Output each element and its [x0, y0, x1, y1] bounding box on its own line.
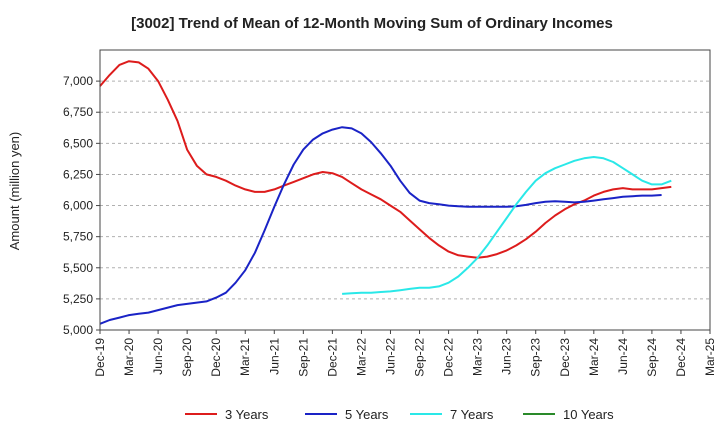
legend-item-7-years: 7 Years — [410, 407, 494, 422]
plot-frame — [99, 49, 711, 331]
y-axis-label: Amount (million yen) — [7, 132, 22, 251]
x-tick-label: Dec-20 — [209, 338, 223, 377]
legend-item-10-years: 10 Years — [523, 407, 614, 422]
x-tick-label: Mar-22 — [354, 338, 368, 376]
x-tick-label: Sep-24 — [645, 338, 659, 377]
x-tick-label: Mar-21 — [238, 338, 252, 376]
y-tick-label: 5,250 — [63, 292, 93, 306]
legend-label: 3 Years — [225, 407, 269, 422]
y-tick-label: 5,500 — [63, 261, 93, 275]
legend-item-5-years: 5 Years — [305, 407, 389, 422]
x-tick-label: Sep-23 — [529, 338, 543, 377]
x-tick-label: Jun-20 — [151, 338, 165, 375]
series-line-5-years — [99, 126, 662, 325]
x-tick-label: Sep-21 — [296, 338, 310, 377]
series-line-7-years — [342, 156, 672, 295]
x-tick-label: Dec-19 — [93, 338, 107, 377]
legend-item-3-years: 3 Years — [185, 407, 269, 422]
x-tick-label: Jun-22 — [383, 338, 397, 375]
x-tick-label: Mar-25 — [703, 338, 717, 376]
x-tick-label: Jun-23 — [500, 338, 514, 375]
x-tick-label: Dec-23 — [558, 338, 572, 377]
x-tick-label: Mar-23 — [471, 338, 485, 376]
x-tick-label: Dec-21 — [325, 338, 339, 377]
y-tick-label: 6,500 — [63, 136, 93, 150]
x-tick-label: Sep-22 — [413, 338, 427, 377]
x-tick-label: Mar-20 — [122, 338, 136, 376]
y-tick-label: 7,000 — [63, 74, 93, 88]
x-tick-label: Dec-22 — [442, 338, 456, 377]
y-tick-label: 6,750 — [63, 105, 93, 119]
x-tick-label: Sep-20 — [180, 338, 194, 377]
x-tick-label: Jun-21 — [267, 338, 281, 375]
x-axis-ticks: Dec-19 Mar-20 Jun-20 Sep-20 Dec-20 Mar-21 Jun-… — [93, 330, 717, 377]
legend-label: 10 Years — [563, 407, 614, 422]
y-tick-label: 5,750 — [63, 230, 93, 244]
x-tick-label: Jun-24 — [616, 338, 630, 375]
legend: 3 Years 5 Years 7 Years 10 Years — [185, 407, 614, 422]
x-tick-label: Mar-24 — [587, 338, 601, 376]
gridlines — [100, 80, 710, 331]
y-tick-label: 5,000 — [63, 323, 93, 337]
legend-label: 7 Years — [450, 407, 494, 422]
y-axis-ticks: 5,000 5,250 5,500 5,750 6,000 6,250 6,500 6,750… — [63, 74, 100, 337]
y-tick-label: 6,000 — [63, 199, 93, 213]
x-tick-label: Dec-24 — [674, 338, 688, 377]
legend-label: 5 Years — [345, 407, 389, 422]
y-tick-label: 6,250 — [63, 167, 93, 181]
plot-lines — [99, 60, 672, 325]
chart-title: [3002] Trend of Mean of 12-Month Moving … — [131, 15, 613, 32]
series-line-3-years — [99, 60, 672, 259]
